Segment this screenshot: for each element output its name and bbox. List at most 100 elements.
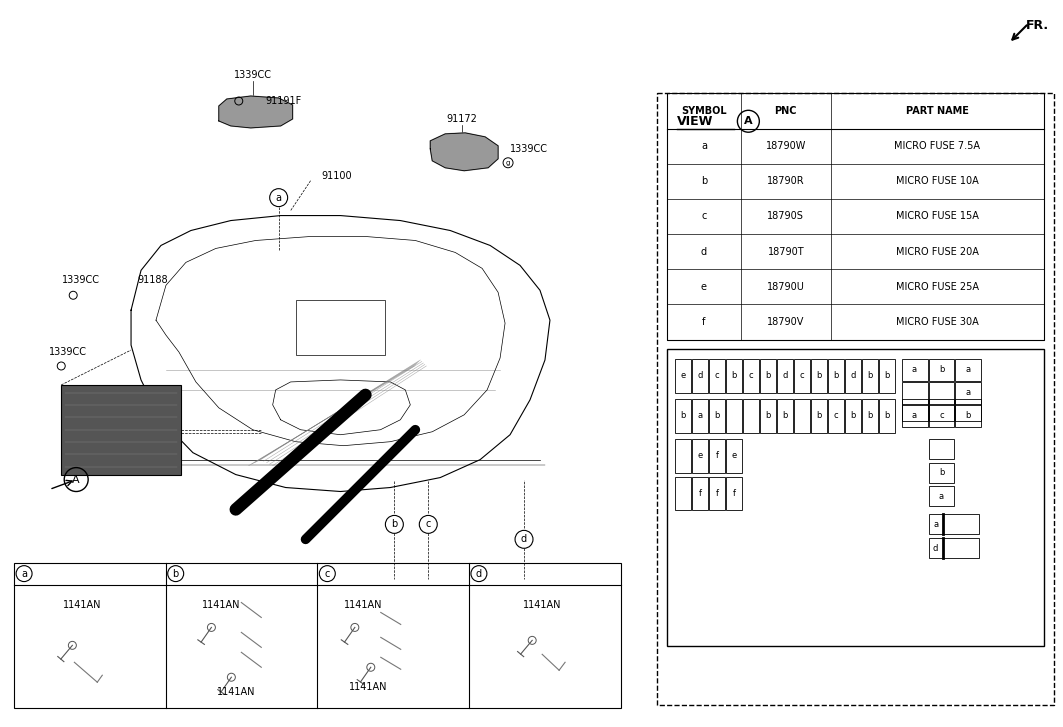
Text: f: f bbox=[732, 489, 736, 498]
Text: b: b bbox=[701, 177, 707, 186]
Text: VIEW: VIEW bbox=[676, 115, 713, 128]
Text: c: c bbox=[324, 569, 330, 579]
Bar bbox=[760, 359, 776, 393]
Polygon shape bbox=[431, 133, 499, 171]
Text: f: f bbox=[715, 489, 719, 498]
Text: a: a bbox=[933, 520, 939, 529]
Text: b: b bbox=[867, 371, 873, 380]
Text: b: b bbox=[782, 411, 788, 420]
Text: b: b bbox=[833, 371, 839, 380]
Bar bbox=[668, 349, 1044, 646]
Bar bbox=[928, 515, 943, 534]
Bar bbox=[901, 382, 928, 403]
Text: a: a bbox=[275, 193, 282, 203]
Bar bbox=[726, 399, 742, 433]
Bar bbox=[692, 359, 708, 393]
Text: 91100: 91100 bbox=[321, 171, 352, 181]
Bar bbox=[709, 399, 725, 433]
Text: 1141AN: 1141AN bbox=[523, 600, 561, 609]
Text: 18790U: 18790U bbox=[766, 282, 805, 292]
Text: MICRO FUSE 20A: MICRO FUSE 20A bbox=[896, 246, 979, 257]
Bar bbox=[726, 359, 742, 393]
Bar bbox=[928, 359, 955, 381]
Bar bbox=[692, 399, 708, 433]
Text: a: a bbox=[912, 411, 917, 420]
Text: d: d bbox=[476, 569, 482, 579]
Text: c: c bbox=[940, 411, 944, 420]
Text: e: e bbox=[701, 282, 707, 292]
Text: A: A bbox=[72, 475, 80, 485]
Bar bbox=[675, 476, 691, 510]
Text: 18790W: 18790W bbox=[765, 141, 806, 151]
Bar bbox=[709, 476, 725, 510]
Text: d: d bbox=[697, 371, 703, 380]
Bar bbox=[956, 405, 981, 427]
Bar bbox=[943, 538, 979, 558]
Text: g: g bbox=[506, 160, 510, 166]
Text: 1339CC: 1339CC bbox=[234, 70, 272, 80]
Text: 1141AN: 1141AN bbox=[217, 687, 255, 697]
Text: b: b bbox=[884, 371, 890, 380]
Bar bbox=[794, 359, 810, 393]
Text: c: c bbox=[702, 212, 707, 222]
Text: b: b bbox=[172, 569, 179, 579]
Text: a: a bbox=[939, 492, 944, 501]
Bar bbox=[928, 405, 955, 427]
Text: b: b bbox=[867, 411, 873, 420]
Text: c: c bbox=[714, 371, 720, 380]
Text: 1141AN: 1141AN bbox=[349, 682, 387, 692]
Bar bbox=[726, 438, 742, 473]
Bar bbox=[675, 438, 691, 473]
Text: b: b bbox=[850, 411, 856, 420]
Bar bbox=[828, 359, 844, 393]
Text: 18790R: 18790R bbox=[767, 177, 805, 186]
Text: PNC: PNC bbox=[775, 106, 797, 116]
Text: MICRO FUSE 10A: MICRO FUSE 10A bbox=[896, 177, 979, 186]
Bar bbox=[675, 399, 691, 433]
Bar bbox=[956, 399, 981, 421]
Bar bbox=[956, 382, 981, 403]
Text: e: e bbox=[697, 451, 703, 460]
Text: f: f bbox=[698, 489, 702, 498]
Bar bbox=[743, 359, 759, 393]
Text: MICRO FUSE 15A: MICRO FUSE 15A bbox=[896, 212, 979, 222]
Bar bbox=[901, 399, 928, 421]
Text: c: c bbox=[425, 519, 431, 529]
Bar bbox=[777, 399, 793, 433]
Text: b: b bbox=[765, 371, 771, 380]
Bar bbox=[928, 438, 955, 459]
Text: d: d bbox=[933, 544, 939, 553]
Text: 18790S: 18790S bbox=[767, 212, 805, 222]
Bar bbox=[828, 399, 844, 433]
Text: f: f bbox=[703, 317, 706, 327]
Bar bbox=[943, 515, 979, 534]
Bar bbox=[14, 563, 621, 707]
Bar bbox=[862, 359, 878, 393]
Bar bbox=[928, 462, 955, 483]
Bar bbox=[879, 399, 895, 433]
Bar bbox=[709, 359, 725, 393]
Text: b: b bbox=[884, 411, 890, 420]
Text: 91172: 91172 bbox=[446, 114, 477, 124]
Bar bbox=[879, 359, 895, 393]
Text: SYMBOL: SYMBOL bbox=[681, 106, 727, 116]
Text: MICRO FUSE 30A: MICRO FUSE 30A bbox=[896, 317, 979, 327]
Bar bbox=[743, 399, 759, 433]
Text: d: d bbox=[701, 246, 707, 257]
Text: b: b bbox=[816, 411, 822, 420]
Text: b: b bbox=[714, 411, 720, 420]
Text: 18790T: 18790T bbox=[767, 246, 804, 257]
Text: b: b bbox=[391, 519, 398, 529]
Text: 18790V: 18790V bbox=[767, 317, 805, 327]
Bar bbox=[901, 359, 928, 381]
Bar bbox=[296, 300, 386, 355]
Bar bbox=[928, 399, 955, 421]
Bar bbox=[862, 399, 878, 433]
Bar bbox=[794, 399, 810, 433]
Text: 1339CC: 1339CC bbox=[62, 276, 100, 285]
Bar bbox=[62, 385, 181, 475]
Bar bbox=[760, 399, 776, 433]
Text: MICRO FUSE 25A: MICRO FUSE 25A bbox=[896, 282, 979, 292]
Text: 1141AN: 1141AN bbox=[202, 600, 240, 609]
Bar bbox=[657, 93, 1054, 705]
